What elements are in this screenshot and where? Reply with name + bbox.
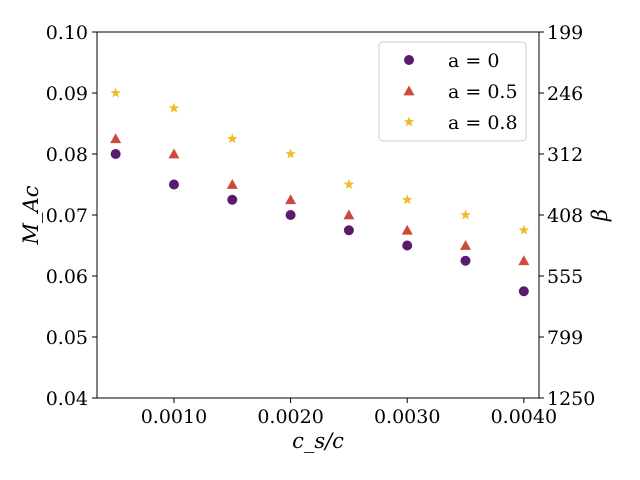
y2-tick-label: 246 xyxy=(547,83,583,105)
data-point-star xyxy=(401,194,413,205)
legend-marker-triangle xyxy=(403,85,415,96)
y-tick-label: 0.09 xyxy=(46,83,88,105)
data-point-star xyxy=(460,209,471,220)
data-point-star xyxy=(285,148,296,159)
y2-tick-label: 1250 xyxy=(547,388,595,410)
y2-tick-label: 312 xyxy=(547,144,583,166)
legend-label: a = 0.8 xyxy=(448,112,518,134)
data-point-circle xyxy=(110,149,121,159)
legend-marker-circle xyxy=(404,55,414,65)
x-tick-label: 0.0030 xyxy=(374,406,440,428)
y-tick-label: 0.05 xyxy=(46,327,88,349)
data-point-triangle xyxy=(285,194,297,205)
y2-tick-label: 408 xyxy=(547,205,583,227)
data-point-circle xyxy=(460,255,471,266)
data-point-triangle xyxy=(518,255,530,266)
y2-tick-label: 199 xyxy=(547,22,583,44)
data-point-star xyxy=(343,179,355,189)
data-point-circle xyxy=(168,179,179,190)
y-tick-label: 0.07 xyxy=(46,205,88,227)
y2-tick-label: 799 xyxy=(547,327,583,349)
data-point-triangle xyxy=(110,133,122,144)
legend-label: a = 0.5 xyxy=(448,81,518,103)
axes: 0.0010 0.0020 0.0030 0.0040 0.04 1250 0.05 799 0… xyxy=(19,22,612,453)
data-point-triangle xyxy=(401,224,413,235)
x-tick-label: 0.0040 xyxy=(491,406,557,428)
legend-box xyxy=(378,41,527,142)
data-point-circle xyxy=(227,194,238,205)
y-tick-label: 0.06 xyxy=(46,266,88,288)
data-point-triangle xyxy=(168,148,180,159)
legend-label: a = 0 xyxy=(448,50,499,72)
legend: a = 0 a = 0.5 a = 0.8 xyxy=(378,41,527,142)
data-point-circle xyxy=(343,225,354,236)
y2-tick-label: 555 xyxy=(547,266,583,288)
x-tick-label: 0.0010 xyxy=(141,406,207,428)
data-point-circle xyxy=(518,286,529,297)
y2-axis-label: β xyxy=(588,209,612,222)
data-point-star xyxy=(518,224,530,235)
data-point-triangle xyxy=(460,240,472,250)
data-point-triangle xyxy=(343,209,355,220)
y-tick-label: 0.08 xyxy=(46,144,88,166)
x-tick-label: 0.0020 xyxy=(257,406,323,428)
x-axis-label: c_s/c xyxy=(292,429,344,453)
data-points xyxy=(110,87,530,297)
legend-marker-star xyxy=(403,116,415,127)
data-point-star xyxy=(227,133,238,144)
y-axis-label: M_Ac xyxy=(19,185,43,245)
data-point-star xyxy=(168,102,180,113)
data-point-star xyxy=(110,87,121,98)
y-tick-label: 0.10 xyxy=(46,22,88,44)
data-point-circle xyxy=(402,240,413,251)
data-point-triangle xyxy=(226,179,238,189)
data-point-circle xyxy=(285,210,296,220)
y-tick-label: 0.04 xyxy=(46,388,88,410)
